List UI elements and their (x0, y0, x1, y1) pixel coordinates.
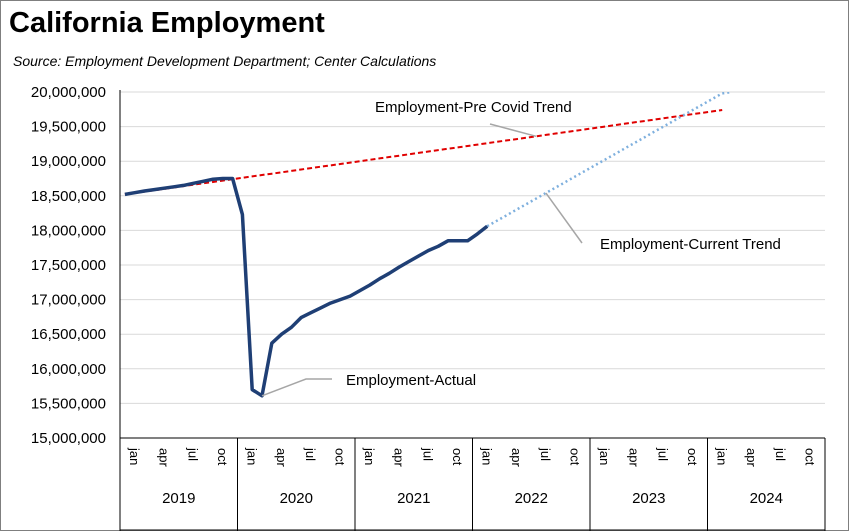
y-tick-label: 19,500,000 (31, 119, 106, 136)
month-label: apr (391, 448, 406, 467)
month-label: jan (714, 447, 729, 465)
month-label: jan (479, 447, 494, 465)
month-label: apr (509, 448, 524, 467)
series-line-employment-actual (124, 176, 489, 398)
chart-source: Source: Employment Development Departmen… (13, 53, 437, 69)
y-tick-label: 16,500,000 (31, 326, 106, 343)
month-label: oct (803, 448, 818, 466)
y-tick-label: 16,000,000 (31, 361, 106, 378)
month-label: jul (538, 447, 553, 461)
year-label: 2019 (162, 490, 195, 507)
month-label: jul (421, 447, 436, 461)
annotation-leader (545, 192, 583, 244)
y-axis: 15,000,000 15,500,000 16,000,000 16,500,000… (31, 84, 106, 447)
chart-title: California Employment (9, 7, 325, 39)
y-tick-label: 18,000,000 (31, 222, 106, 239)
annotations: Employment-Pre Covid Trend Employment-Cur… (346, 99, 781, 389)
year-label: 2023 (632, 490, 665, 507)
month-label: apr (626, 448, 641, 467)
y-tick-label: 17,000,000 (31, 292, 106, 309)
month-label: oct (215, 448, 230, 466)
annotation-leader (261, 378, 332, 397)
series-line-employment-current-trend (486, 92, 733, 228)
grid-lines (120, 91, 825, 404)
month-label: apr (156, 448, 171, 467)
month-label: jul (303, 447, 318, 461)
y-tick-label: 17,500,000 (31, 257, 106, 274)
annotation-label: Employment-Pre Covid Trend (375, 99, 572, 116)
month-label: jul (773, 447, 788, 461)
y-tick-label: 19,000,000 (31, 153, 106, 170)
year-label: 2020 (280, 490, 313, 507)
annotation-leaders (261, 123, 583, 397)
month-label: jan (127, 447, 142, 465)
month-label: oct (685, 448, 700, 466)
month-label: oct (333, 448, 348, 466)
annotation-leader (489, 123, 537, 138)
month-label: jan (362, 447, 377, 465)
y-tick-label: 18,500,000 (31, 188, 106, 205)
year-label: 2022 (515, 490, 548, 507)
y-tick-label: 15,500,000 (31, 395, 106, 412)
series-line-employment-pre-covid-trend (124, 109, 723, 196)
month-label: jul (656, 447, 671, 461)
month-label: apr (744, 448, 759, 467)
series-lines (124, 92, 733, 398)
month-label: apr (274, 448, 289, 467)
year-label: 2024 (750, 490, 783, 507)
annotation-label: Employment-Current Trend (600, 236, 781, 253)
month-label: jul (186, 447, 201, 461)
annotation-label: Employment-Actual (346, 372, 476, 389)
month-label: jan (597, 447, 612, 465)
month-label: jan (244, 447, 259, 465)
month-label: oct (450, 448, 465, 466)
y-tick-label: 15,000,000 (31, 430, 106, 447)
year-label: 2021 (397, 490, 430, 507)
y-tick-label: 20,000,000 (31, 84, 106, 101)
month-label: oct (568, 448, 583, 466)
